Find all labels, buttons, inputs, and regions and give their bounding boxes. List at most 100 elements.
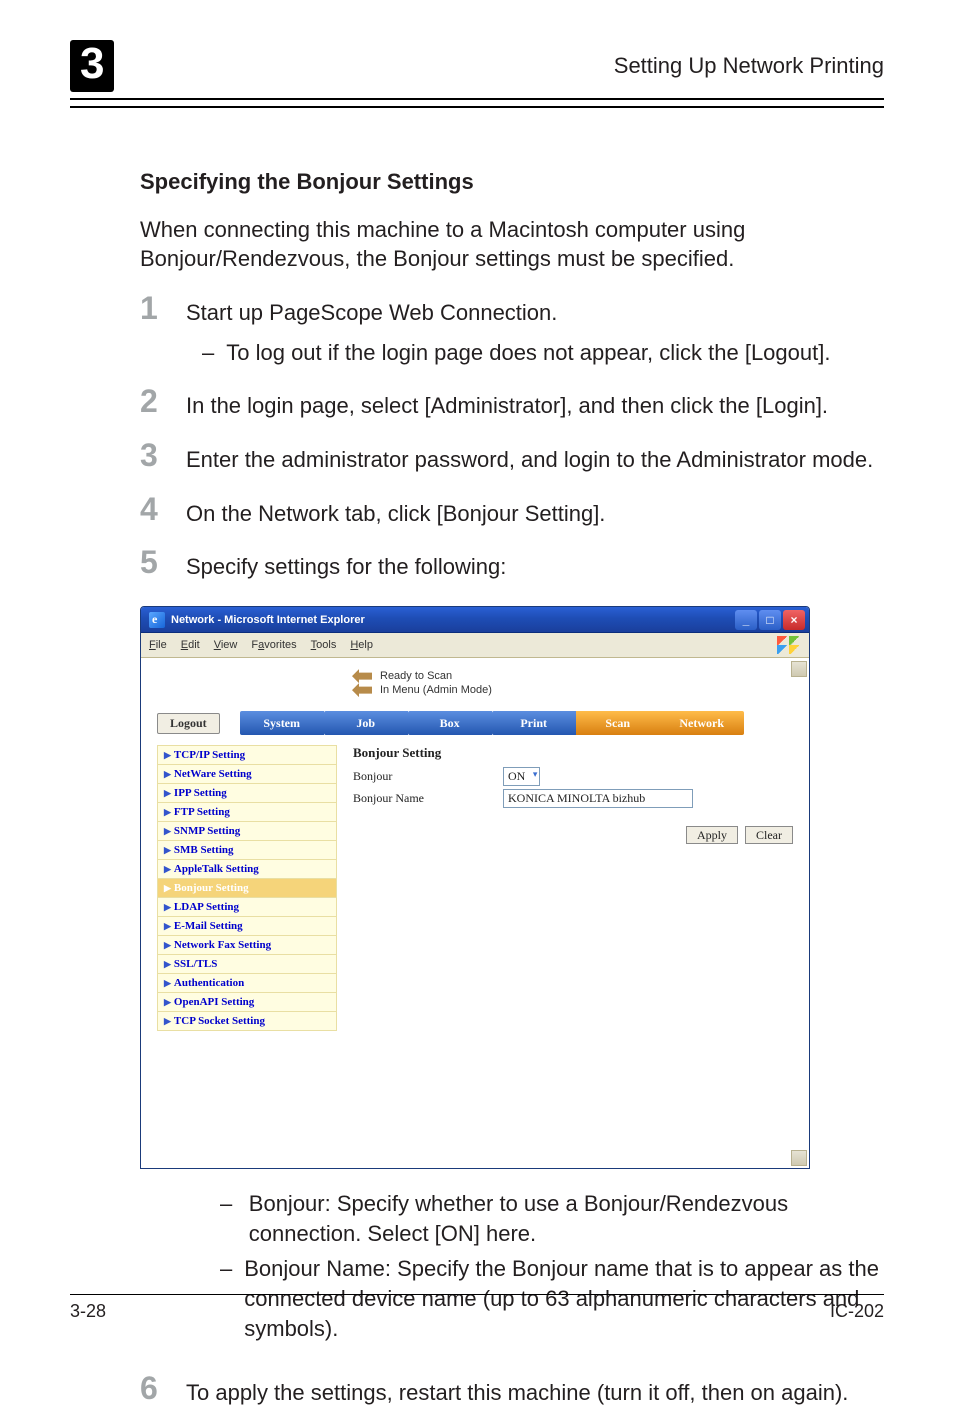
chevron-right-icon: ▶ (164, 959, 171, 970)
scrollbar-down-icon[interactable] (791, 1150, 807, 1166)
step-text: Start up PageScope Web Connection. (186, 300, 557, 325)
maximize-button[interactable]: □ (759, 610, 781, 630)
sidebar-item-ipp[interactable]: ▶IPP Setting (157, 783, 337, 802)
list-item: – Bonjour: Specify whether to use a Bonj… (220, 1189, 884, 1248)
chevron-right-icon: ▶ (164, 864, 171, 875)
tab-network[interactable]: Network (660, 711, 744, 735)
chevron-right-icon: ▶ (164, 1016, 171, 1027)
chevron-right-icon: ▶ (164, 997, 171, 1008)
menu-file[interactable]: File (149, 639, 167, 651)
section-heading: Specifying the Bonjour Settings (140, 168, 884, 197)
minimize-button[interactable]: _ (735, 610, 757, 630)
page: 3 Setting Up Network Printing Specifying… (0, 0, 954, 1352)
panel-heading: Bonjour Setting (353, 745, 793, 761)
sidebar-item-openapi[interactable]: ▶OpenAPI Setting (157, 992, 337, 1011)
windows-flag-icon (777, 636, 801, 654)
status-text-2: In Menu (Admin Mode) (380, 684, 492, 696)
dash-icon: – (220, 1189, 237, 1248)
status-row: Ready to Scan (352, 669, 793, 683)
chevron-right-icon: ▶ (164, 883, 171, 894)
tab-system[interactable]: System (240, 711, 324, 735)
clear-button[interactable]: Clear (745, 826, 793, 844)
printer-status-icon (352, 683, 372, 697)
admin-body: ▶TCP/IP Setting ▶NetWare Setting ▶IPP Se… (157, 745, 793, 1031)
ie-content: Ready to Scan In Menu (Admin Mode) Logou… (141, 658, 809, 1168)
sidebar-item-snmp[interactable]: ▶SNMP Setting (157, 821, 337, 840)
bonjour-select[interactable]: ON (503, 767, 540, 786)
step-number: 4 (140, 493, 158, 525)
bonjour-name-input[interactable]: KONICA MINOLTA bizhub (503, 789, 693, 808)
menu-tools[interactable]: Tools (311, 639, 337, 651)
step-4: 4 On the Network tab, click [Bonjour Set… (140, 499, 884, 529)
status-row: In Menu (Admin Mode) (352, 683, 793, 697)
button-row: Apply Clear (353, 828, 793, 843)
sidebar-item-email[interactable]: ▶E-Mail Setting (157, 916, 337, 935)
ie-titlebar: Network - Microsoft Internet Explorer _ … (141, 607, 809, 633)
ie-app-icon (149, 612, 165, 628)
step-1: 1 Start up PageScope Web Connection. To … (140, 298, 884, 367)
step-number: 2 (140, 385, 158, 417)
status-block: Ready to Scan In Menu (Admin Mode) (352, 669, 793, 697)
sidebar-item-netware[interactable]: ▶NetWare Setting (157, 764, 337, 783)
header-underline (70, 106, 884, 108)
step-list: 1 Start up PageScope Web Connection. To … (140, 298, 884, 582)
step-number: 5 (140, 546, 158, 578)
tab-job[interactable]: Job (324, 711, 408, 735)
menu-favorites[interactable]: Favorites (251, 639, 296, 651)
chevron-right-icon: ▶ (164, 978, 171, 989)
page-footer: 3-28 IC-202 (70, 1294, 884, 1322)
scrollbar-up-icon[interactable] (791, 661, 807, 677)
step-2: 2 In the login page, select [Administrat… (140, 391, 884, 421)
sidebar-item-networkfax[interactable]: ▶Network Fax Setting (157, 935, 337, 954)
step-number: 6 (140, 1372, 158, 1404)
menu-view[interactable]: View (214, 639, 238, 651)
tab-print[interactable]: Print (492, 711, 576, 735)
chevron-right-icon: ▶ (164, 902, 171, 913)
chevron-right-icon: ▶ (164, 921, 171, 932)
form-label: Bonjour Name (353, 791, 503, 806)
step-number: 3 (140, 439, 158, 471)
sidebar-item-auth[interactable]: ▶Authentication (157, 973, 337, 992)
logout-button[interactable]: Logout (157, 713, 220, 734)
sidebar-item-bonjour[interactable]: ▶Bonjour Setting (157, 878, 337, 897)
apply-button[interactable]: Apply (686, 826, 738, 844)
menu-help[interactable]: Help (350, 639, 373, 651)
close-button[interactable]: × (783, 610, 805, 630)
tab-scan[interactable]: Scan (576, 711, 660, 735)
footer-doc-id: IC-202 (830, 1301, 884, 1322)
status-text-1: Ready to Scan (380, 670, 452, 682)
ie-window-title: Network - Microsoft Internet Explorer (171, 614, 733, 626)
ie-window: Network - Microsoft Internet Explorer _ … (140, 606, 810, 1169)
step-5: 5 Specify settings for the following: (140, 552, 884, 582)
chevron-right-icon: ▶ (164, 826, 171, 837)
step-text: In the login page, select [Administrator… (186, 393, 828, 418)
chevron-right-icon: ▶ (164, 940, 171, 951)
step-text: On the Network tab, click [Bonjour Setti… (186, 501, 605, 526)
sidebar-item-tcpip[interactable]: ▶TCP/IP Setting (157, 745, 337, 764)
form-row-bonjour-name: Bonjour Name KONICA MINOLTA bizhub (353, 789, 793, 808)
form-label: Bonjour (353, 769, 503, 784)
sidebar-item-appletalk[interactable]: ▶AppleTalk Setting (157, 859, 337, 878)
sidebar-item-ftp[interactable]: ▶FTP Setting (157, 802, 337, 821)
admin-tabbar: Logout System Job Box Print Scan Network (157, 711, 793, 735)
printer-status-icon (352, 669, 372, 683)
ie-menubar: File Edit View Favorites Tools Help (141, 633, 809, 658)
step-sub: To log out if the login page does not ap… (232, 338, 884, 368)
settings-panel: Bonjour Setting Bonjour ON Bonjour Name … (353, 745, 793, 1031)
step-text: To apply the settings, restart this mach… (186, 1380, 848, 1405)
form-row-bonjour: Bonjour ON (353, 767, 793, 786)
sidebar-item-ldap[interactable]: ▶LDAP Setting (157, 897, 337, 916)
sidebar-item-smb[interactable]: ▶SMB Setting (157, 840, 337, 859)
sidebar-item-tcpsocket[interactable]: ▶TCP Socket Setting (157, 1011, 337, 1031)
step-3: 3 Enter the administrator password, and … (140, 445, 884, 475)
note-text: Bonjour: Specify whether to use a Bonjou… (249, 1189, 884, 1248)
sidebar-item-ssltls[interactable]: ▶SSL/TLS (157, 954, 337, 973)
chevron-right-icon: ▶ (164, 807, 171, 818)
tab-box[interactable]: Box (408, 711, 492, 735)
footer-page-number: 3-28 (70, 1301, 106, 1322)
step-6: 6 To apply the settings, restart this ma… (140, 1378, 884, 1407)
page-header-title: Setting Up Network Printing (614, 55, 884, 77)
chevron-right-icon: ▶ (164, 769, 171, 780)
menu-edit[interactable]: Edit (181, 639, 200, 651)
step-text: Specify settings for the following: (186, 554, 506, 579)
